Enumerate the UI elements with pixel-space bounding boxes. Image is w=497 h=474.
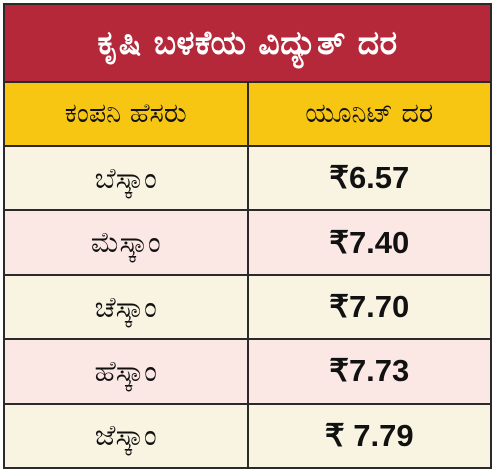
table-row: ಮೆಸ್ಕಾಂ ₹7.40 xyxy=(5,211,491,276)
company-name-cell: ಬೆಸ್ಕಾಂ xyxy=(94,160,157,195)
tariff-table: ಕೃಷಿ ಬಳಕೆಯ ವಿದ್ಯುತ್ ದರ ಕಂಪನಿ ಹೆಸರು ಯೂನಿಟ… xyxy=(3,3,492,469)
table-header-row: ಕಂಪನಿ ಹೆಸರು ಯೂನಿಟ್ ದರ xyxy=(5,83,490,147)
table-row: ಬೆಸ್ಕಾಂ ₹6.57 xyxy=(5,147,491,212)
table-row: ಚೆಸ್ಕಾಂ ₹7.70 xyxy=(5,275,491,341)
company-name-cell: ಮೆಸ್ಕಾಂ xyxy=(90,225,161,260)
table-row: ಹೆಸ್ಕಾಂ ₹7.73 xyxy=(5,340,491,405)
header-unit-rate: ಯೂನಿಟ್ ದರ xyxy=(246,83,491,145)
unit-rate-cell: ₹7.73 xyxy=(246,340,491,403)
company-name-cell: ಚೆಸ್ಕಾಂ xyxy=(94,289,157,324)
table-row: ಜೆಸ್ಕಾಂ ₹ 7.79 xyxy=(5,404,491,468)
unit-rate-cell: ₹7.40 xyxy=(246,211,491,274)
unit-rate-cell: ₹ 7.79 xyxy=(246,404,491,468)
company-name-cell: ಹೆಸ್ಕಾಂ xyxy=(94,353,158,388)
unit-rate-cell: ₹7.70 xyxy=(246,275,491,339)
header-company-name: ಕಂಪನಿ ಹೆಸರು xyxy=(64,98,187,129)
company-name-cell: ಜೆಸ್ಕಾಂ xyxy=(94,418,157,453)
unit-rate-cell: ₹6.57 xyxy=(246,147,491,210)
table-title: ಕೃಷಿ ಬಳಕೆಯ ವಿದ್ಯುತ್ ದರ xyxy=(5,5,490,83)
